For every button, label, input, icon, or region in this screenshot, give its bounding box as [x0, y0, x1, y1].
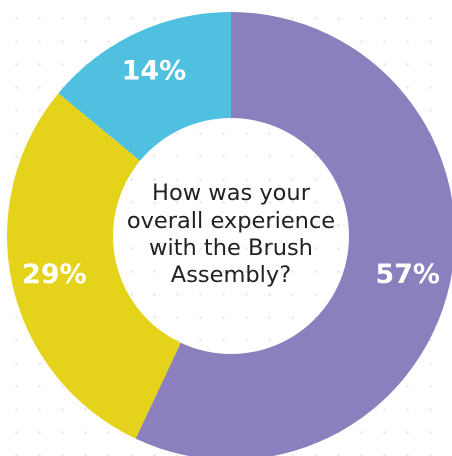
chart-title: How was your overall experience with the… [126, 180, 336, 289]
donut-slice-29 [6, 93, 181, 439]
data-label-slice-57: 57% [375, 259, 440, 290]
data-label-slice-29: 29% [22, 259, 87, 290]
donut-slice-57 [135, 12, 452, 456]
data-label-slice-14: 14% [122, 56, 187, 87]
donut-slice-14 [58, 12, 232, 161]
